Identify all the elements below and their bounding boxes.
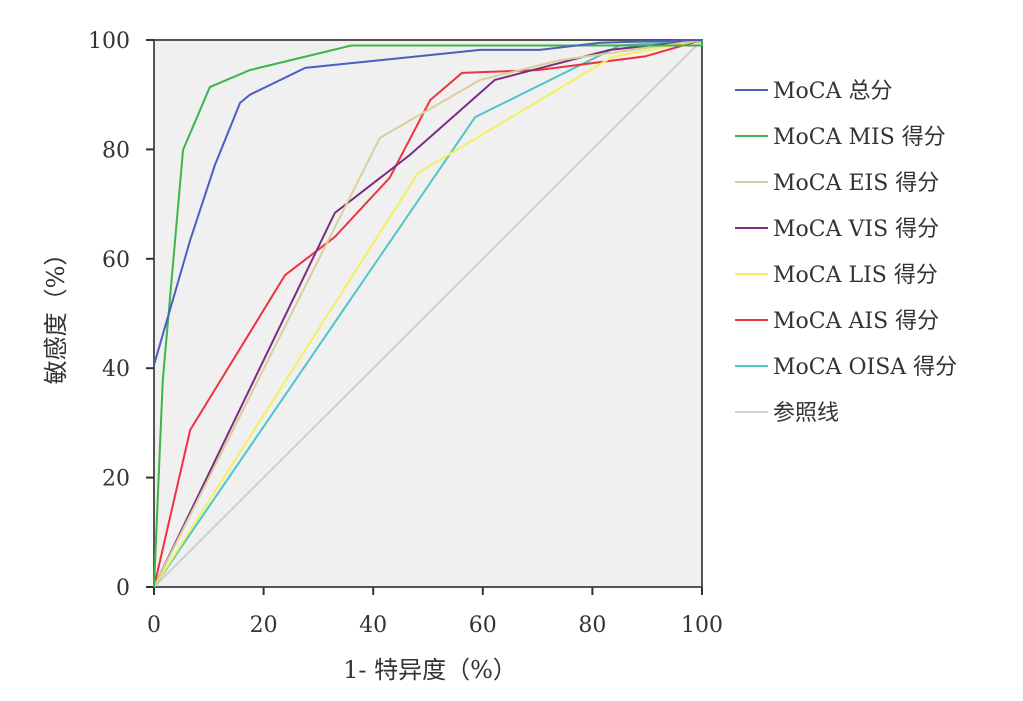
series-line <box>153 39 703 588</box>
y-tick-label: 100 <box>88 29 130 54</box>
series-line <box>153 39 703 366</box>
series-line <box>153 39 703 588</box>
x-tick-label: 40 <box>359 613 387 638</box>
legend-label: MoCA LIS 得分 <box>773 263 938 288</box>
y-tick-label: 40 <box>102 357 130 382</box>
x-tick-label: 20 <box>250 613 278 638</box>
y-tick-label: 60 <box>102 248 130 273</box>
legend-label: MoCA EIS 得分 <box>773 171 939 196</box>
legend-label: MoCA VIS 得分 <box>773 217 939 242</box>
x-tick-label: 100 <box>681 613 723 638</box>
y-tick-label: 20 <box>102 467 130 492</box>
series-line <box>153 39 703 588</box>
y-axis-label: 敏感度（%） <box>42 242 70 385</box>
legend-label: MoCA 总分 <box>773 79 893 104</box>
y-tick-label: 0 <box>116 576 130 601</box>
series-line <box>153 40 703 588</box>
x-tick-label: 60 <box>469 613 497 638</box>
y-tick-label: 80 <box>102 138 130 163</box>
legend-label: MoCA AIS 得分 <box>773 309 939 334</box>
legend-label: MoCA OISA 得分 <box>773 355 957 380</box>
x-tick-label: 80 <box>578 613 606 638</box>
legend-label: 参照线 <box>773 401 839 426</box>
series-line <box>153 39 703 588</box>
series-line <box>153 39 703 588</box>
x-axis-label: 1- 特异度（%） <box>343 656 517 684</box>
x-tick-label: 0 <box>147 613 161 638</box>
legend-label: MoCA MIS 得分 <box>773 125 946 150</box>
series-line <box>153 39 703 588</box>
